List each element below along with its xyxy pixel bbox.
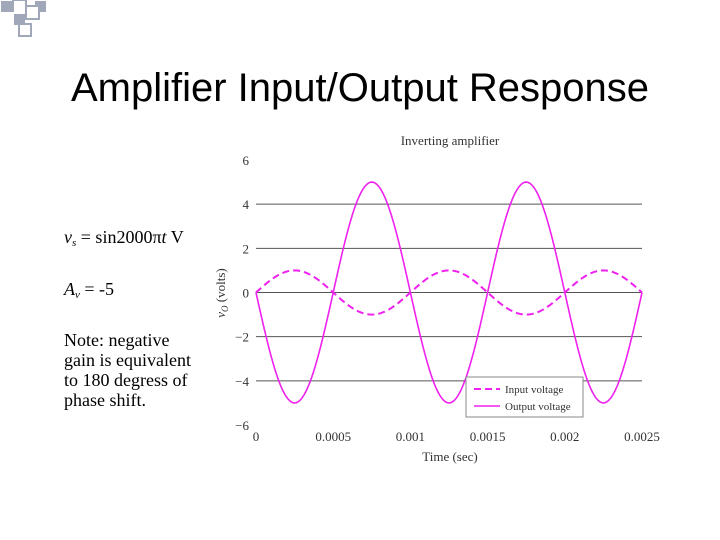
y-tick-label: −2: [235, 330, 249, 345]
vs-subscript: s: [72, 237, 77, 249]
inverting-amplifier-chart: Inverting amplifier −6 −4 −2 0 2 4 6 0 0.0005 0.0…: [213, 133, 660, 464]
deco-square: [18, 23, 32, 37]
gain-equation: Av = -5: [64, 278, 244, 306]
legend: Input voltage Output voltage: [465, 376, 584, 418]
series-layer: [255, 181, 643, 404]
output-voltage-line: [255, 181, 643, 404]
av-value: = -5: [79, 279, 115, 299]
source-voltage-equation: vs = sin2000πt V: [64, 226, 244, 254]
vs-expression: = sin2000π: [76, 227, 162, 247]
legend-box: [465, 376, 584, 418]
deco-square: [12, 0, 27, 14]
input-voltage-line: [255, 269, 643, 316]
note-line: gain is equivalent: [64, 350, 191, 370]
chart-title: Inverting amplifier: [401, 133, 500, 148]
deco-square: [25, 5, 40, 20]
vs-symbol: v: [64, 227, 72, 247]
vs-variable: t: [161, 227, 167, 247]
phase-note: Note: negative gain is equivalent to 180…: [64, 330, 244, 410]
tick-labels: −6 −4 −2 0 2 4 6 0 0.0005 0.001 0.0015 0.002 0.0025: [235, 153, 660, 444]
x-tick-label: 0.002: [550, 429, 579, 444]
note-line: phase shift.: [64, 390, 146, 410]
y-label-unit: (volts): [213, 268, 228, 305]
x-tick-label: 0.0025: [624, 429, 660, 444]
legend-output-label: Output voltage: [505, 401, 571, 413]
note-line: to 180 degress of: [64, 370, 188, 390]
y-label-sub: O: [220, 305, 230, 312]
vs-unit: V: [166, 227, 184, 247]
y-tick-label: 4: [243, 197, 250, 212]
y-tick-label: −4: [235, 374, 249, 389]
y-label-main: v: [213, 312, 228, 318]
y-tick-label: 2: [243, 241, 250, 256]
legend-input-label: Input voltage: [505, 384, 563, 396]
grid-lines: [256, 203, 642, 382]
x-tick-label: 0: [253, 429, 260, 444]
x-axis-label: Time (sec): [422, 449, 478, 464]
slide-notes: vs = sin2000πt V Av = -5 Note: negative …: [64, 226, 244, 410]
x-tick-label: 0.001: [396, 429, 425, 444]
av-subscript: v: [75, 289, 80, 301]
slide-corner-decoration: [0, 0, 48, 37]
note-line: Note: negative: [64, 330, 170, 350]
slide-title: Amplifier Input/Output Response: [70, 66, 650, 110]
x-tick-label: 0.0005: [315, 429, 351, 444]
x-tick-label: 0.0015: [470, 429, 506, 444]
y-tick-label: 0: [243, 286, 250, 301]
av-symbol: A: [64, 279, 75, 299]
y-axis-label: vO (volts): [213, 268, 230, 317]
y-tick-label: −6: [235, 418, 249, 433]
y-tick-label: 6: [243, 153, 250, 168]
deco-square: [0, 0, 14, 14]
